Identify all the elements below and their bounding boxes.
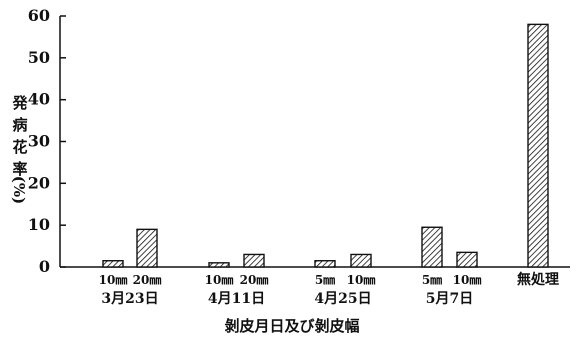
bar — [208, 262, 230, 268]
bar-label: 20㎜ — [133, 273, 162, 287]
group-label: 3月23日 — [101, 291, 158, 307]
y-label-char: 発 — [11, 94, 28, 112]
y-label-char: 花 — [12, 138, 27, 156]
bar-label: 10㎜ — [453, 273, 482, 287]
bar-labels: 10㎜ 20㎜ 10㎜ 20㎜ 5㎜ 10㎜ 5㎜ 10㎜ 無処理 — [99, 271, 559, 288]
y-ticks: 0 10 20 30 40 50 60 — [28, 6, 66, 276]
y-tick-label: 0 — [39, 257, 50, 276]
group-label: 5月7日 — [426, 291, 473, 307]
bar — [456, 251, 478, 268]
bar-label: 5㎜ — [422, 273, 442, 287]
x-axis-title: 剝皮月日及び剝皮幅 — [224, 317, 359, 335]
bar — [136, 228, 158, 268]
group-labels: 3月23日 4月11日 4月25日 5月7日 — [101, 291, 473, 307]
y-tick-label: 10 — [28, 215, 50, 234]
bar — [243, 253, 265, 268]
bar-label: 20㎜ — [240, 273, 269, 287]
group-label: 4月25日 — [314, 291, 371, 307]
bar — [350, 253, 372, 268]
y-label-char-rotated: (%) — [10, 176, 28, 204]
y-tick-label: 30 — [28, 132, 50, 151]
bar — [527, 23, 549, 268]
y-tick-label: 20 — [28, 173, 50, 192]
y-axis-label: 発 病 花 率 (%) — [10, 94, 28, 204]
bar — [102, 260, 124, 268]
y-label-char: 率 — [12, 160, 27, 178]
y-tick-label: 40 — [28, 90, 50, 109]
y-tick-label: 60 — [28, 6, 50, 25]
bar-label: 無処理 — [517, 271, 559, 288]
group-label: 4月11日 — [208, 291, 265, 307]
y-tick-label: 50 — [28, 48, 50, 67]
bar-label: 10㎜ — [99, 273, 128, 287]
y-label-char: 病 — [12, 116, 27, 134]
bars — [102, 23, 549, 268]
bar-label: 10㎜ — [205, 273, 234, 287]
bar — [421, 226, 443, 268]
bar-label: 5㎜ — [315, 273, 335, 287]
bar — [314, 260, 336, 268]
bar-label: 10㎜ — [347, 273, 376, 287]
